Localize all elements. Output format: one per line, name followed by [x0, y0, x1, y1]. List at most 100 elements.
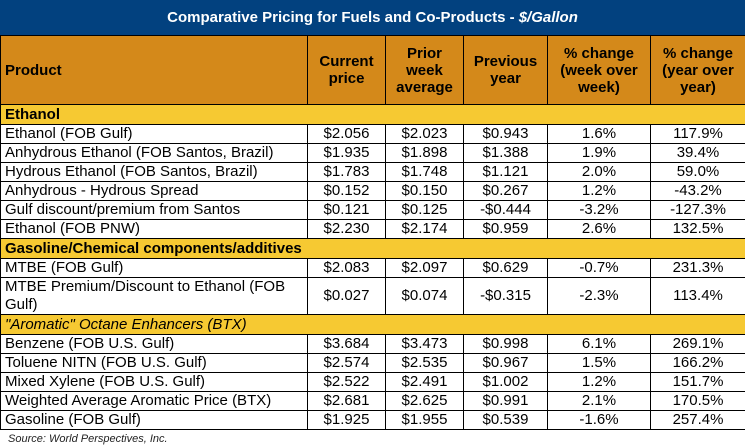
value-cell: 1.9%: [548, 144, 651, 163]
section-label: Ethanol: [1, 105, 745, 125]
value-cell: $0.959: [464, 220, 548, 239]
value-cell: $1.783: [308, 163, 386, 182]
value-cell: 231.3%: [651, 259, 745, 278]
value-cell: 269.1%: [651, 335, 745, 354]
table-title: Comparative Pricing for Fuels and Co-Pro…: [0, 0, 745, 35]
value-cell: $2.574: [308, 354, 386, 373]
value-cell: -127.3%: [651, 201, 745, 220]
value-cell: 1.2%: [548, 182, 651, 201]
section-row: Ethanol: [1, 105, 745, 125]
value-cell: $0.121: [308, 201, 386, 220]
section-row: Gasoline/Chemical components/additives: [1, 239, 745, 259]
value-cell: 2.0%: [548, 163, 651, 182]
value-cell: 117.9%: [651, 125, 745, 144]
value-cell: $2.056: [308, 125, 386, 144]
value-cell: $0.267: [464, 182, 548, 201]
value-cell: $0.074: [386, 278, 464, 315]
value-cell: $3.473: [386, 335, 464, 354]
value-cell: 1.6%: [548, 125, 651, 144]
value-cell: $2.097: [386, 259, 464, 278]
product-cell: Gasoline (FOB Gulf): [1, 411, 308, 430]
value-cell: -$0.315: [464, 278, 548, 315]
value-cell: 2.1%: [548, 392, 651, 411]
column-header: Current price: [308, 36, 386, 105]
product-cell: Gulf discount/premium from Santos: [1, 201, 308, 220]
value-cell: $1.748: [386, 163, 464, 182]
value-cell: $0.150: [386, 182, 464, 201]
column-header: % change (week over week): [548, 36, 651, 105]
section-row: "Aromatic" Octane Enhancers (BTX): [1, 315, 745, 335]
value-cell: $2.535: [386, 354, 464, 373]
table-row: Anhydrous - Hydrous Spread$0.152$0.150$0…: [1, 182, 745, 201]
product-cell: Anhydrous - Hydrous Spread: [1, 182, 308, 201]
value-cell: 151.7%: [651, 373, 745, 392]
value-cell: $2.083: [308, 259, 386, 278]
value-cell: 166.2%: [651, 354, 745, 373]
section-label: "Aromatic" Octane Enhancers (BTX): [1, 315, 745, 335]
product-cell: Ethanol (FOB PNW): [1, 220, 308, 239]
header-row: Product Current price Prior week average…: [1, 36, 745, 105]
value-cell: 132.5%: [651, 220, 745, 239]
product-cell: MTBE Premium/Discount to Ethanol (FOB Gu…: [1, 278, 308, 315]
pricing-table: Product Current price Prior week average…: [0, 35, 745, 430]
value-cell: 6.1%: [548, 335, 651, 354]
value-cell: $0.998: [464, 335, 548, 354]
table-row: Anhydrous Ethanol (FOB Santos, Brazil)$1…: [1, 144, 745, 163]
value-cell: $2.491: [386, 373, 464, 392]
table-row: MTBE (FOB Gulf)$2.083$2.097$0.629-0.7%23…: [1, 259, 745, 278]
value-cell: $0.539: [464, 411, 548, 430]
table-row: Mixed Xylene (FOB U.S. Gulf)$2.522$2.491…: [1, 373, 745, 392]
title-text: Comparative Pricing for Fuels and Co-Pro…: [167, 9, 515, 26]
value-cell: $2.230: [308, 220, 386, 239]
value-cell: $2.174: [386, 220, 464, 239]
value-cell: 2.6%: [548, 220, 651, 239]
value-cell: 59.0%: [651, 163, 745, 182]
column-header: Product: [1, 36, 308, 105]
section-label: Gasoline/Chemical components/additives: [1, 239, 745, 259]
table-row: Toluene NITN (FOB U.S. Gulf)$2.574$2.535…: [1, 354, 745, 373]
value-cell: $2.625: [386, 392, 464, 411]
column-header: Previous year: [464, 36, 548, 105]
value-cell: -$0.444: [464, 201, 548, 220]
table-row: Weighted Average Aromatic Price (BTX)$2.…: [1, 392, 745, 411]
product-cell: Hydrous Ethanol (FOB Santos, Brazil): [1, 163, 308, 182]
product-cell: MTBE (FOB Gulf): [1, 259, 308, 278]
value-cell: 39.4%: [651, 144, 745, 163]
title-unit: $/Gallon: [519, 9, 578, 26]
table-row: MTBE Premium/Discount to Ethanol (FOB Gu…: [1, 278, 745, 315]
value-cell: $1.898: [386, 144, 464, 163]
product-cell: Mixed Xylene (FOB U.S. Gulf): [1, 373, 308, 392]
product-cell: Weighted Average Aromatic Price (BTX): [1, 392, 308, 411]
value-cell: $0.152: [308, 182, 386, 201]
value-cell: 257.4%: [651, 411, 745, 430]
table-row: Hydrous Ethanol (FOB Santos, Brazil)$1.7…: [1, 163, 745, 182]
value-cell: $0.027: [308, 278, 386, 315]
value-cell: 1.5%: [548, 354, 651, 373]
product-cell: Benzene (FOB U.S. Gulf): [1, 335, 308, 354]
column-header: % change (year over year): [651, 36, 745, 105]
value-cell: $0.629: [464, 259, 548, 278]
value-cell: $1.121: [464, 163, 548, 182]
table-row: Gasoline (FOB Gulf)$1.925$1.955$0.539-1.…: [1, 411, 745, 430]
value-cell: 1.2%: [548, 373, 651, 392]
value-cell: $2.023: [386, 125, 464, 144]
value-cell: 170.5%: [651, 392, 745, 411]
value-cell: -0.7%: [548, 259, 651, 278]
table-row: Gulf discount/premium from Santos$0.121$…: [1, 201, 745, 220]
value-cell: $0.943: [464, 125, 548, 144]
product-cell: Toluene NITN (FOB U.S. Gulf): [1, 354, 308, 373]
value-cell: 113.4%: [651, 278, 745, 315]
value-cell: -43.2%: [651, 182, 745, 201]
product-cell: Ethanol (FOB Gulf): [1, 125, 308, 144]
column-header: Prior week average: [386, 36, 464, 105]
value-cell: $0.967: [464, 354, 548, 373]
value-cell: $1.935: [308, 144, 386, 163]
value-cell: $2.681: [308, 392, 386, 411]
value-cell: $0.991: [464, 392, 548, 411]
value-cell: -3.2%: [548, 201, 651, 220]
value-cell: $3.684: [308, 335, 386, 354]
value-cell: $2.522: [308, 373, 386, 392]
